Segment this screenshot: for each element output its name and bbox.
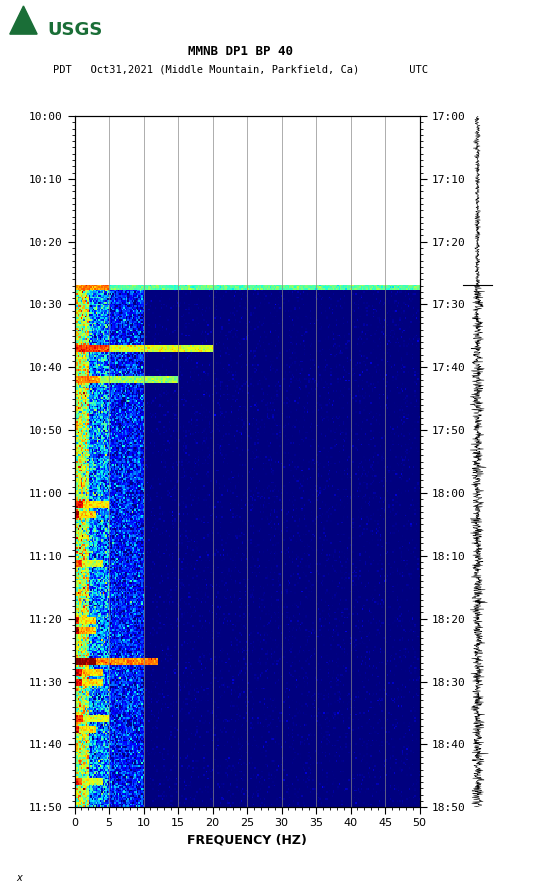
Text: x: x <box>17 873 22 883</box>
Text: MMNB DP1 BP 40: MMNB DP1 BP 40 <box>188 45 293 58</box>
X-axis label: FREQUENCY (HZ): FREQUENCY (HZ) <box>187 834 307 847</box>
Text: PDT   Oct31,2021 (Middle Mountain, Parkfield, Ca)        UTC: PDT Oct31,2021 (Middle Mountain, Parkfie… <box>52 64 428 75</box>
Polygon shape <box>10 6 37 34</box>
Text: USGS: USGS <box>47 21 102 38</box>
